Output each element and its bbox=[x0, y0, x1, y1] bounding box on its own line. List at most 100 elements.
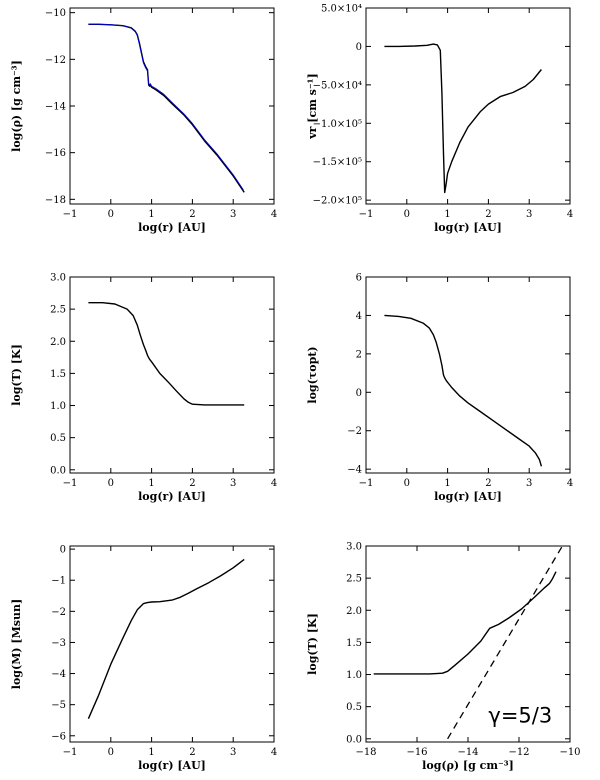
y-tick-label: 6 bbox=[356, 273, 362, 284]
y-tick-label: 1.0 bbox=[346, 670, 362, 681]
x-tick-label: 3 bbox=[526, 209, 532, 220]
x-axis-label: log(r) [AU] bbox=[138, 759, 206, 772]
y-tick-label: 1.5 bbox=[50, 369, 66, 380]
panel-4: −1 0 1 2 3 4 −4 −2 0 2 4 6 log(r) [AU] log(τopt) bbox=[306, 273, 573, 504]
y-axis-label: vr [cm s⁻¹] bbox=[306, 73, 319, 139]
x-tick-label: −10 bbox=[559, 747, 580, 758]
y-axis-label: log(T) [K] bbox=[306, 613, 319, 675]
x-tick-label: −1 bbox=[63, 747, 78, 758]
series-line-1 bbox=[87, 558, 245, 719]
plot-frame bbox=[365, 7, 571, 205]
x-tick-label: −1 bbox=[63, 478, 78, 489]
x-tick-label: 3 bbox=[230, 747, 236, 758]
plot-frame bbox=[69, 7, 275, 205]
y-tick-label: 1.0 bbox=[50, 401, 66, 412]
series-line-1 bbox=[88, 23, 245, 193]
x-tick-label: 1 bbox=[148, 209, 154, 220]
x-tick-label: −18 bbox=[355, 747, 376, 758]
y-tick-label: 2.5 bbox=[50, 305, 66, 316]
y-tick-label: 1.5 bbox=[346, 638, 362, 649]
x-tick-label: 4 bbox=[567, 478, 573, 489]
y-tick-label: 0.5 bbox=[50, 433, 66, 444]
x-tick-label: 2 bbox=[189, 209, 195, 220]
y-tick-label: 4 bbox=[356, 311, 362, 322]
x-tick-label: −12 bbox=[508, 747, 529, 758]
y-tick-label: 2 bbox=[356, 349, 362, 360]
y-tick-label: −2 bbox=[51, 607, 66, 618]
x-tick-label: 2 bbox=[189, 747, 195, 758]
y-tick-label: −6 bbox=[51, 731, 66, 742]
x-tick-label: −16 bbox=[406, 747, 427, 758]
y-axis-label: log(T) [K] bbox=[10, 344, 23, 406]
y-tick-label: 3.0 bbox=[346, 542, 362, 553]
y-tick-label: −4 bbox=[51, 669, 66, 680]
series-line-2 bbox=[447, 545, 563, 740]
y-tick-label: −2.0×10⁵ bbox=[313, 196, 362, 207]
x-tick-label: 1 bbox=[444, 478, 450, 489]
x-axis-label: log(r) [AU] bbox=[138, 221, 206, 234]
y-tick-label: −1.5×10⁵ bbox=[313, 157, 362, 168]
annotation-label: γ=5/3 bbox=[488, 704, 552, 728]
y-tick-label: −2 bbox=[347, 426, 362, 437]
x-tick-label: 0 bbox=[404, 209, 410, 220]
y-tick-label: −10 bbox=[45, 8, 66, 19]
plot-frame bbox=[69, 276, 275, 474]
x-axis-label: log(r) [AU] bbox=[138, 490, 206, 503]
x-tick-label: 1 bbox=[148, 478, 154, 489]
x-tick-label: 4 bbox=[271, 209, 277, 220]
y-tick-label: 0.5 bbox=[346, 702, 362, 713]
y-tick-label: 0.0 bbox=[346, 734, 362, 745]
y-tick-label: 0 bbox=[356, 388, 362, 399]
x-tick-label: 0 bbox=[404, 478, 410, 489]
x-axis-label: log(ρ) [g cm⁻³] bbox=[422, 759, 514, 772]
y-tick-label: −1 bbox=[51, 576, 66, 587]
x-tick-label: 0 bbox=[108, 478, 114, 489]
y-tick-label: 0 bbox=[60, 545, 66, 556]
x-tick-label: 1 bbox=[444, 209, 450, 220]
y-tick-label: −5 bbox=[51, 700, 66, 711]
y-axis-label: log(ρ) [g cm⁻³] bbox=[10, 60, 23, 152]
panel-6: −18 −16 −14 −12 −10 0.0 0.5 1.0 1.5 2.0 2.5 3.0 log(… bbox=[306, 542, 581, 773]
plot-frame bbox=[69, 545, 275, 743]
x-tick-label: 0 bbox=[108, 747, 114, 758]
y-tick-label: 2.5 bbox=[346, 574, 362, 585]
x-tick-label: 3 bbox=[526, 478, 532, 489]
x-tick-label: 4 bbox=[271, 747, 277, 758]
y-axis-label: log(τopt) bbox=[306, 346, 319, 403]
y-tick-label: −5.0×10⁴ bbox=[313, 80, 362, 91]
x-axis-label: log(r) [AU] bbox=[434, 221, 502, 234]
y-tick-label: 2.0 bbox=[346, 606, 362, 617]
y-tick-label: −18 bbox=[45, 195, 66, 206]
series-line-1 bbox=[88, 302, 245, 406]
x-tick-label: 4 bbox=[271, 478, 277, 489]
y-tick-label: −1.0×10⁵ bbox=[313, 119, 362, 130]
y-tick-label: −4 bbox=[347, 465, 362, 476]
x-tick-label: −1 bbox=[359, 478, 374, 489]
y-tick-label: −14 bbox=[45, 102, 66, 113]
x-tick-label: 3 bbox=[230, 478, 236, 489]
plot-frame bbox=[365, 276, 571, 474]
panel-5: −1 0 1 2 3 4 −6 −5 −4 −3 −2 −1 0 log(r) [AU] log(M) [M… bbox=[10, 545, 277, 772]
series-line-1 bbox=[384, 314, 543, 467]
x-tick-label: 2 bbox=[189, 478, 195, 489]
series-line-2 bbox=[88, 23, 244, 191]
panel-3: −1 0 1 2 3 4 0.0 0.5 1.0 1.5 2.0 2.5 3.0 log(r) [AU] l… bbox=[10, 273, 277, 504]
x-tick-label: −1 bbox=[359, 209, 374, 220]
x-tick-label: 4 bbox=[567, 209, 573, 220]
x-tick-label: 2 bbox=[485, 209, 491, 220]
x-axis-label: log(r) [AU] bbox=[434, 490, 502, 503]
y-tick-label: −12 bbox=[45, 55, 66, 66]
x-tick-label: 0 bbox=[108, 209, 114, 220]
x-tick-label: 1 bbox=[148, 747, 154, 758]
y-axis-label: log(M) [Msun] bbox=[10, 599, 23, 689]
y-tick-label: 3.0 bbox=[50, 273, 66, 284]
y-tick-label: 0.0 bbox=[50, 465, 66, 476]
y-tick-label: −3 bbox=[51, 638, 66, 649]
x-tick-label: −14 bbox=[457, 747, 478, 758]
y-tick-label: 0 bbox=[356, 42, 362, 53]
y-tick-label: −16 bbox=[45, 148, 66, 159]
series-line-1 bbox=[384, 43, 542, 194]
x-tick-label: −1 bbox=[63, 209, 78, 220]
